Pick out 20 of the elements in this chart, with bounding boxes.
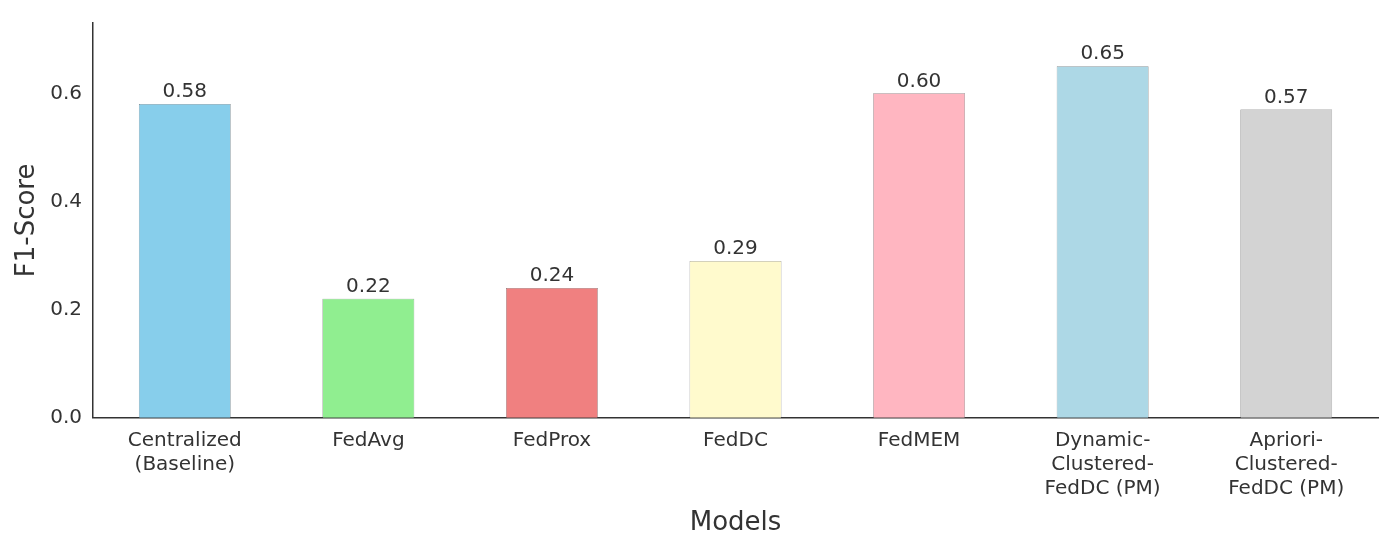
- data-label: 0.65: [1080, 40, 1125, 65]
- data-label: 0.58: [162, 78, 208, 103]
- x-tick-label: FedProx: [512, 427, 592, 451]
- x-tick-label: Dynamic- Clustered- FedDC (PM): [1044, 427, 1161, 499]
- x-tick-label: Apriori- Clustered- FedDC (PM): [1228, 427, 1345, 499]
- data-label: 0.57: [1263, 83, 1309, 108]
- y-tick-label: 0.6: [50, 79, 83, 104]
- x-axis-title: Models: [689, 506, 782, 537]
- data-label: 0.60: [896, 67, 942, 92]
- x-tick-label: Centralized (Baseline): [127, 427, 242, 475]
- data-label: 0.24: [529, 262, 575, 287]
- x-tick-label: FedMEM: [877, 427, 961, 451]
- y-axis-title: F1-Score: [10, 163, 41, 278]
- x-tick-label: FedAvg: [332, 427, 405, 451]
- y-tick-label: 0.0: [50, 404, 83, 428]
- data-label: 0.22: [346, 273, 391, 298]
- data-label: 0.29: [713, 235, 758, 260]
- y-tick-label: 0.2: [50, 295, 83, 320]
- x-tick-label: FedDC: [703, 427, 768, 451]
- y-tick-label: 0.4: [50, 187, 83, 212]
